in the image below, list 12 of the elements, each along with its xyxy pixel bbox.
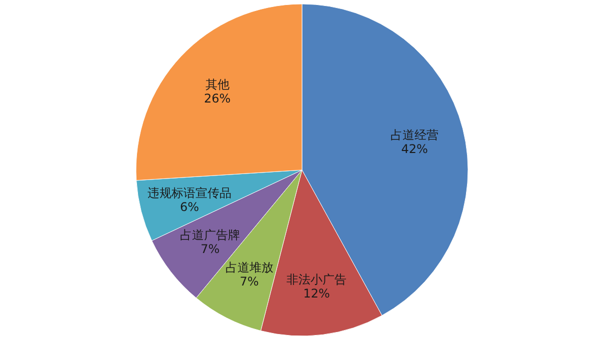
slice-label: 其他 [205,77,230,92]
data-label: 12% [303,286,330,300]
data-label: 7% [240,274,259,289]
data-label: 42% [401,142,428,156]
slice-label: 占道广告牌 [180,228,240,242]
slice-label: 违规标语宣传品 [147,186,232,200]
data-label: 6% [180,200,199,214]
data-label: 26% [204,91,231,106]
slice-label: 非法小广告 [286,272,347,286]
slice-label: 占道经营 [390,128,439,142]
data-label: 7% [200,242,220,256]
slice-label: 占道堆放 [225,260,274,275]
